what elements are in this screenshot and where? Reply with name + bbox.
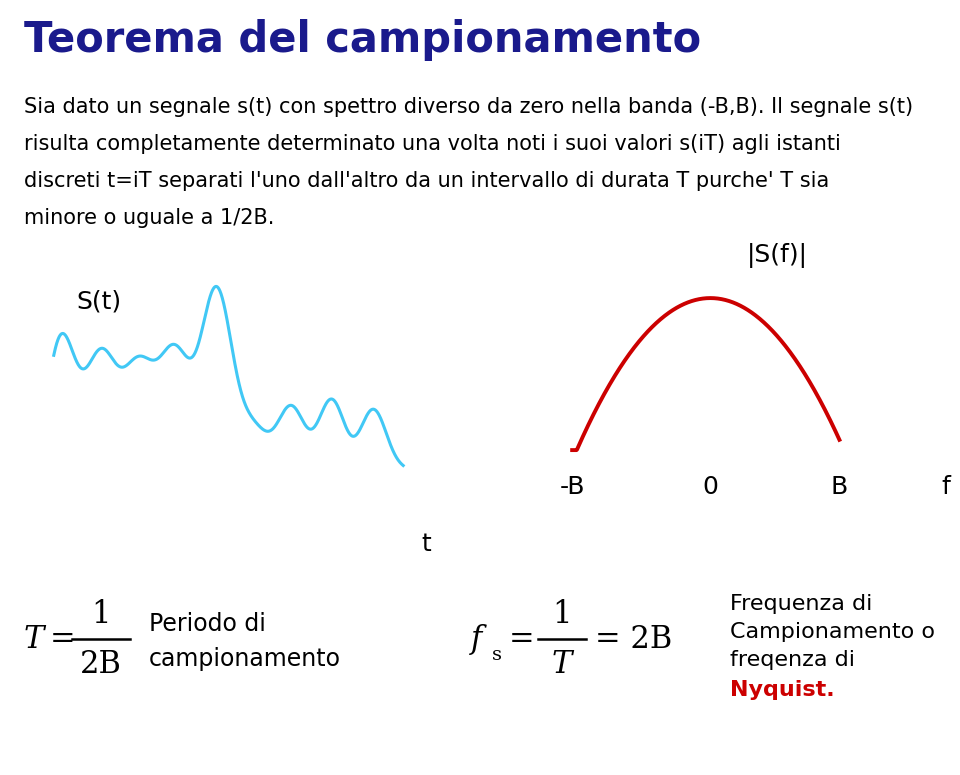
Text: Campionamento o: Campionamento o	[730, 622, 935, 642]
Text: Periodo di: Periodo di	[149, 612, 266, 635]
Text: freqenza di: freqenza di	[730, 649, 854, 670]
Text: T: T	[24, 624, 44, 655]
Text: =: =	[509, 624, 535, 655]
Text: campionamento: campionamento	[149, 647, 341, 670]
Text: f: f	[941, 475, 949, 499]
Text: Teorema del campionamento: Teorema del campionamento	[24, 19, 701, 61]
Text: =: =	[50, 624, 76, 655]
Text: T: T	[551, 649, 572, 680]
Text: = 2B: = 2B	[595, 624, 672, 655]
Text: B: B	[830, 475, 848, 499]
Text: 0: 0	[703, 475, 718, 499]
Text: s: s	[492, 646, 501, 664]
Text: t: t	[421, 532, 431, 556]
Text: |S(f)|: |S(f)|	[747, 243, 808, 267]
Text: risulta completamente determinato una volta noti i suoi valori s(iT) agli istant: risulta completamente determinato una vo…	[24, 134, 841, 154]
Text: Nyquist.: Nyquist.	[730, 680, 834, 700]
Text: Frequenza di: Frequenza di	[730, 594, 872, 614]
Text: f: f	[470, 624, 482, 655]
Text: 1: 1	[552, 599, 571, 630]
Text: 1: 1	[91, 599, 110, 630]
Text: discreti t=iT separati l'uno dall'altro da un intervallo di durata T purche' T s: discreti t=iT separati l'uno dall'altro …	[24, 171, 829, 191]
Text: minore o uguale a 1/2B.: minore o uguale a 1/2B.	[24, 208, 275, 229]
Text: 2B: 2B	[80, 649, 122, 680]
Text: S(t): S(t)	[77, 290, 122, 314]
Text: Sia dato un segnale s(t) con spettro diverso da zero nella banda (-B,B). Il segn: Sia dato un segnale s(t) con spettro div…	[24, 97, 913, 117]
Text: -B: -B	[560, 475, 585, 499]
